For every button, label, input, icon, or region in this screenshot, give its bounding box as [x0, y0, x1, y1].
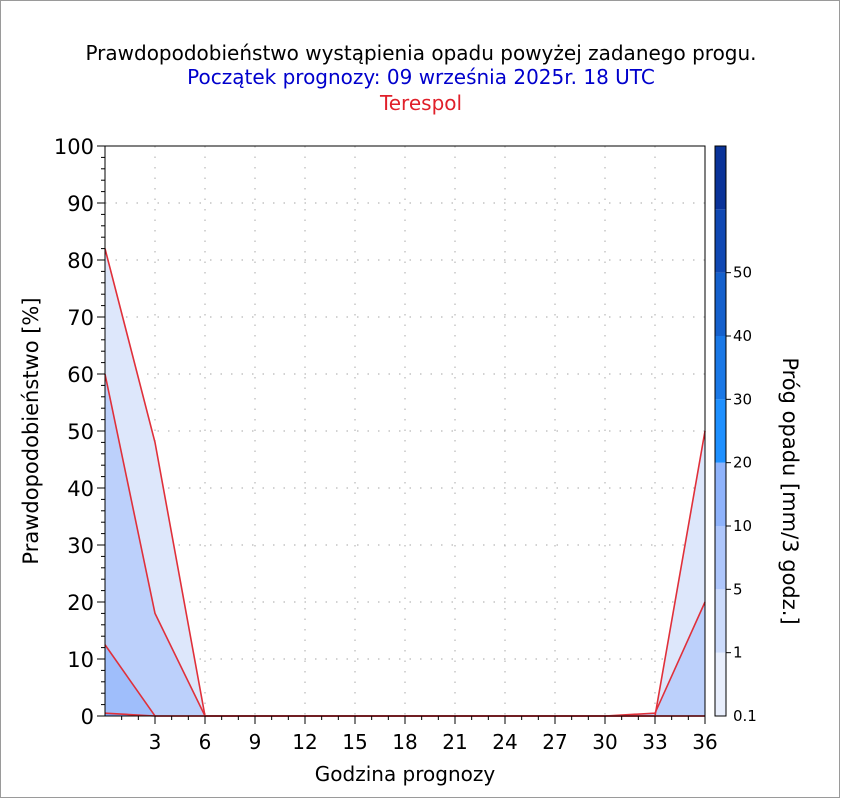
colorbar: 0.1 1 5 10 20 30 40 50 Próg opadu [mm/3 godz.] — [714, 145, 802, 725]
x-tick-label: 33 — [642, 730, 667, 754]
colorbar-segment — [715, 589, 726, 653]
x-tick-label: 15 — [342, 730, 367, 754]
colorbar-segment — [715, 336, 726, 400]
y-tick-label: 70 — [67, 306, 94, 330]
colorbar-label: 50 — [733, 264, 752, 282]
y-tick-label: 50 — [67, 420, 94, 444]
x-tick-label: 9 — [249, 730, 262, 754]
colorbar-label: 0.1 — [733, 707, 757, 725]
y-tick-label: 60 — [67, 363, 94, 387]
colorbar-label: 10 — [733, 517, 752, 535]
colorbar-segment — [715, 399, 726, 463]
x-tick-label: 24 — [492, 730, 517, 754]
y-tick-label: 90 — [67, 192, 94, 216]
forecast-start-subtitle: Początek prognozy: 09 września 2025r. 18… — [187, 65, 655, 89]
y-tick-label: 0 — [81, 705, 94, 729]
y-tick-label: 20 — [67, 591, 94, 615]
colorbar-segment — [715, 272, 726, 336]
colorbar-segment — [715, 209, 726, 273]
colorbar-label: 20 — [733, 454, 752, 472]
y-tick-label: 40 — [67, 477, 94, 501]
colorbar-segment — [715, 652, 726, 716]
location-label: Terespol — [379, 91, 463, 115]
colorbar-title: Próg opadu [mm/3 godz.] — [778, 357, 802, 624]
x-tick-label: 30 — [592, 730, 617, 754]
colorbar-label: 1 — [733, 644, 743, 662]
colorbar-segment — [715, 146, 726, 210]
colorbar-frame — [714, 145, 727, 717]
colorbar-label: 30 — [733, 390, 752, 408]
x-tick-label: 36 — [692, 730, 717, 754]
y-tick-label: 100 — [54, 135, 94, 159]
y-tick-label: 10 — [67, 648, 94, 672]
x-tick-label: 3 — [149, 730, 162, 754]
colorbar-label: 5 — [733, 580, 743, 598]
colorbar-label: 40 — [733, 327, 752, 345]
colorbar-segment — [715, 462, 726, 526]
chart-title: Prawdopodobieństwo wystąpienia opadu pow… — [85, 41, 757, 65]
y-axis-label: Prawdopodobieństwo [%] — [19, 297, 43, 564]
x-tick-label: 12 — [292, 730, 317, 754]
x-axis-label: Godzina prognozy — [315, 762, 496, 786]
x-tick-label: 21 — [442, 730, 467, 754]
x-tick-label: 18 — [392, 730, 417, 754]
x-tick-label: 27 — [542, 730, 567, 754]
y-tick-label: 30 — [67, 534, 94, 558]
y-tick-label: 80 — [67, 249, 94, 273]
x-tick-label: 6 — [199, 730, 212, 754]
area-threshold-1 — [105, 374, 705, 716]
colorbar-segment — [715, 526, 726, 590]
